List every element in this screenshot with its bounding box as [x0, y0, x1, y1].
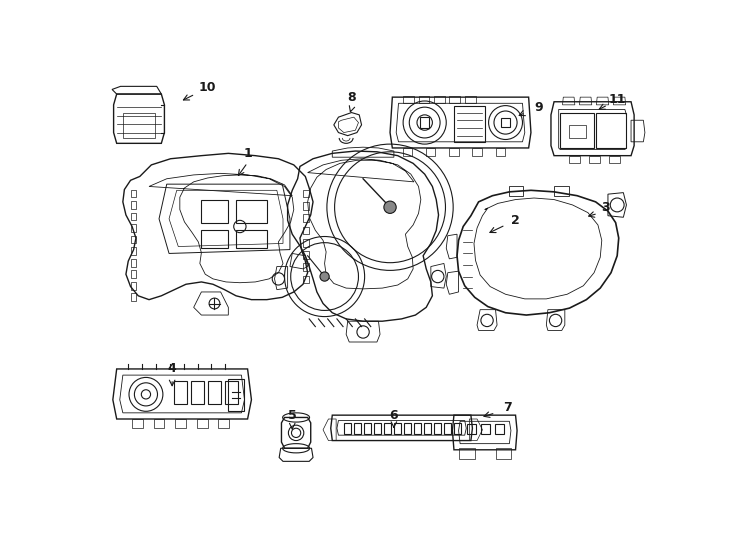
Text: 10: 10	[199, 82, 217, 94]
Text: 2: 2	[511, 214, 520, 227]
Circle shape	[384, 201, 396, 213]
Text: 6: 6	[390, 409, 399, 422]
Text: 7: 7	[504, 401, 512, 414]
Text: 11: 11	[608, 93, 626, 106]
Text: 4: 4	[168, 362, 176, 375]
Text: 1: 1	[243, 147, 252, 160]
Text: 3: 3	[601, 201, 610, 214]
Circle shape	[320, 272, 330, 281]
Text: 9: 9	[534, 100, 543, 113]
Text: 8: 8	[347, 91, 356, 104]
Text: 5: 5	[288, 409, 297, 422]
